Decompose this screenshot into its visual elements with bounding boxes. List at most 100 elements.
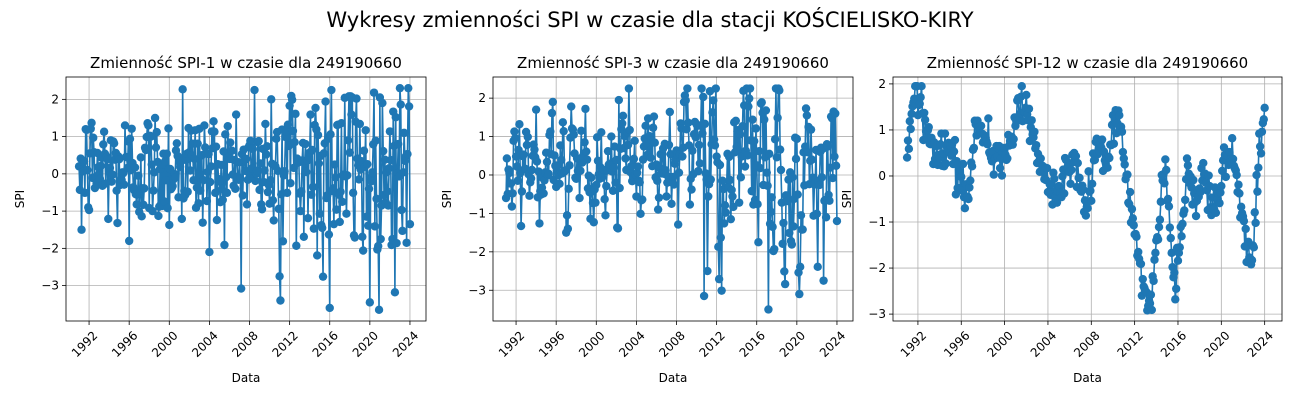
- y-tick-label: 2: [878, 77, 886, 91]
- data-point: [79, 156, 89, 166]
- data-point: [1196, 187, 1205, 197]
- data-point: [802, 111, 812, 120]
- data-point: [282, 127, 291, 136]
- data-point: [507, 202, 517, 211]
- data-point: [772, 153, 781, 162]
- data-point: [546, 127, 555, 136]
- data-point: [379, 146, 388, 156]
- data-point: [370, 222, 380, 231]
- data-point: [678, 152, 687, 161]
- data-point: [161, 175, 171, 185]
- data-point: [404, 83, 413, 93]
- data-point: [976, 121, 986, 130]
- x-axis-label: Data: [659, 371, 688, 385]
- data-point: [949, 147, 959, 156]
- data-point: [768, 222, 777, 232]
- data-point: [783, 196, 792, 206]
- data-point: [204, 149, 213, 159]
- data-point: [577, 126, 586, 135]
- data-point: [907, 109, 916, 119]
- data-point: [965, 183, 974, 192]
- data-point: [1120, 160, 1129, 169]
- data-point: [967, 162, 977, 171]
- data-point: [1081, 211, 1091, 220]
- data-point: [363, 221, 373, 230]
- data-point: [261, 119, 270, 129]
- y-tick-label: −1: [41, 204, 59, 218]
- data-point: [1173, 256, 1183, 265]
- data-point: [1252, 170, 1261, 180]
- data-point: [391, 113, 400, 122]
- y-tick-label: −2: [868, 261, 886, 275]
- data-point: [374, 241, 383, 251]
- data-point: [1232, 170, 1241, 180]
- data-point: [1060, 189, 1069, 198]
- data-point: [1259, 115, 1268, 124]
- data-point: [576, 166, 585, 175]
- data-point: [335, 217, 344, 227]
- data-point: [1255, 142, 1265, 151]
- data-point: [569, 130, 578, 139]
- data-point: [1235, 189, 1244, 198]
- data-point: [1253, 187, 1262, 196]
- data-point: [762, 168, 771, 177]
- data-point: [1215, 198, 1224, 208]
- data-point: [1024, 104, 1034, 113]
- data-point: [668, 172, 678, 182]
- data-point: [638, 195, 647, 204]
- data-point: [575, 193, 584, 203]
- y-tick-label: −3: [468, 283, 486, 297]
- data-point: [189, 175, 198, 185]
- data-point: [367, 177, 376, 186]
- data-point: [819, 276, 828, 285]
- data-point: [795, 262, 805, 272]
- data-point: [348, 188, 358, 198]
- data-point: [517, 187, 527, 196]
- data-point: [825, 196, 834, 205]
- data-point: [1145, 299, 1155, 308]
- data-point: [212, 215, 222, 225]
- data-point: [748, 115, 757, 124]
- data-point: [505, 168, 514, 178]
- data-point: [280, 167, 289, 176]
- plot-frame: [492, 76, 854, 322]
- x-tick-label: 2004: [1028, 328, 1059, 359]
- data-point: [755, 146, 764, 156]
- data-point: [163, 203, 172, 213]
- data-point: [950, 135, 960, 145]
- data-point: [99, 127, 109, 136]
- data-point: [791, 154, 801, 164]
- data-point: [183, 187, 192, 196]
- data-point: [80, 188, 90, 198]
- data-point: [372, 194, 381, 204]
- data-point: [130, 163, 140, 172]
- data-point: [321, 97, 330, 106]
- data-point: [236, 284, 246, 293]
- data-point: [255, 185, 264, 195]
- data-point: [648, 123, 658, 132]
- data-point: [1050, 174, 1059, 183]
- data-point: [832, 216, 842, 226]
- data-point: [582, 147, 591, 156]
- x-axis-label: Data: [232, 371, 261, 385]
- data-point: [740, 162, 750, 171]
- data-point: [1149, 276, 1158, 286]
- data-point: [1162, 165, 1171, 175]
- data-point: [1123, 170, 1132, 179]
- data-point: [1163, 194, 1173, 204]
- data-point: [770, 244, 779, 254]
- x-tick-label: 2016: [1158, 328, 1189, 359]
- data-point: [685, 200, 695, 209]
- data-point: [780, 267, 789, 276]
- data-point: [1249, 243, 1259, 252]
- data-point: [662, 192, 671, 201]
- data-point: [592, 180, 601, 190]
- data-point: [1189, 175, 1198, 185]
- data-point: [1036, 154, 1045, 163]
- data-point: [951, 190, 961, 199]
- data-point: [544, 169, 553, 179]
- data-point: [665, 107, 675, 117]
- data-point: [251, 176, 260, 186]
